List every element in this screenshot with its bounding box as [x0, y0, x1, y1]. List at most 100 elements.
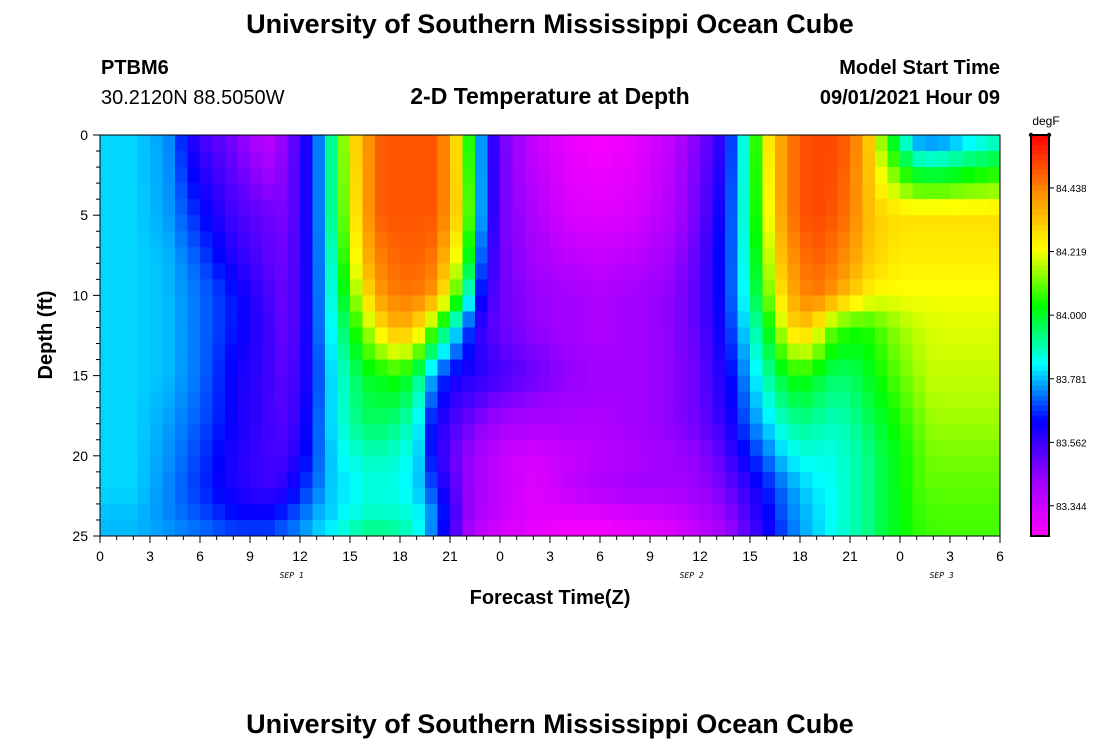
heatmap-cell [837, 263, 851, 280]
heatmap-cell [750, 231, 764, 248]
heatmap-cell [562, 407, 576, 425]
heatmap-cell [287, 327, 301, 345]
heatmap-cell [475, 391, 489, 409]
heatmap-cell [900, 231, 914, 248]
heatmap-cell [300, 327, 314, 345]
heatmap-cell [212, 487, 226, 505]
heatmap-cell [212, 183, 226, 200]
heatmap-cell [575, 183, 589, 200]
heatmap-cell [425, 183, 439, 200]
heatmap-cell [525, 183, 539, 200]
heatmap-cell [900, 327, 914, 345]
heatmap-cell [887, 471, 901, 489]
heatmap-cell [837, 327, 851, 345]
heatmap-cell [725, 407, 739, 425]
heatmap-cell [537, 295, 551, 313]
heatmap-cell [912, 327, 926, 345]
heatmap-cell [612, 391, 626, 409]
heatmap-cell [900, 439, 914, 457]
heatmap-cell [425, 215, 439, 232]
heatmap-cell [337, 167, 351, 184]
heatmap-cell [337, 295, 351, 313]
heatmap-cell [162, 487, 176, 505]
heatmap-cell [337, 359, 351, 377]
heatmap-cell [900, 183, 914, 200]
heatmap-cell [450, 151, 464, 168]
heatmap-cell [387, 215, 401, 232]
heatmap-cell [100, 487, 114, 505]
colorbar-segment [1031, 475, 1049, 482]
heatmap-cell [787, 455, 801, 473]
heatmap-cell [525, 455, 539, 473]
heatmap-cell [962, 359, 976, 377]
heatmap-cell [487, 407, 501, 425]
heatmap-cell [137, 375, 151, 393]
heatmap-cell [700, 135, 714, 152]
heatmap-cell [200, 407, 214, 425]
heatmap-cell [487, 439, 501, 457]
heatmap-cell [275, 503, 289, 521]
heatmap-cell [700, 439, 714, 457]
heatmap-cell [187, 167, 201, 184]
heatmap-cell [400, 183, 414, 200]
heatmap-cell [475, 167, 489, 184]
heatmap-cell [950, 423, 964, 441]
heatmap-cell [925, 455, 939, 473]
heatmap-cell [850, 311, 864, 329]
x-tick-label: 15 [742, 548, 758, 564]
heatmap-cell [387, 167, 401, 184]
heatmap-cell [725, 135, 739, 152]
heatmap-cell [100, 279, 114, 296]
heatmap-cell [687, 183, 701, 200]
heatmap-cell [425, 135, 439, 152]
heatmap-cell [475, 279, 489, 296]
colorbar-segment [1031, 525, 1049, 532]
heatmap-cell [512, 375, 526, 393]
heatmap-cell [437, 375, 451, 393]
heatmap-cell [975, 135, 989, 152]
heatmap-cell [600, 519, 614, 536]
colorbar-segment [1031, 515, 1049, 522]
heatmap-cell [862, 327, 876, 345]
heatmap-cell [312, 471, 326, 489]
heatmap-cell [850, 503, 864, 521]
heatmap-cell [312, 487, 326, 505]
heatmap-cell [650, 247, 664, 264]
heatmap-cell [100, 471, 114, 489]
x-tick-label: 3 [946, 548, 954, 564]
heatmap-cell [412, 199, 426, 216]
heatmap-cell [725, 151, 739, 168]
heatmap-cell [387, 231, 401, 248]
heatmap-cell [500, 343, 514, 361]
heatmap-cell [150, 247, 164, 264]
heatmap-cell [637, 487, 651, 505]
heatmap-cell [150, 359, 164, 377]
heatmap-cell [887, 295, 901, 313]
heatmap-cell [512, 503, 526, 521]
heatmap-cell [900, 199, 914, 216]
heatmap-cell [175, 375, 189, 393]
heatmap-cell [925, 135, 939, 152]
heatmap-cell [287, 455, 301, 473]
heatmap-cell [612, 359, 626, 377]
heatmap-cell [962, 343, 976, 361]
colorbar-segment [1031, 195, 1049, 201]
heatmap-cell [775, 423, 789, 441]
heatmap-cell [512, 407, 526, 425]
heatmap-cell [500, 423, 514, 441]
heatmap-cell [300, 183, 314, 200]
heatmap-cell [812, 167, 826, 184]
heatmap-cell [362, 215, 376, 232]
heatmap-cell [262, 455, 276, 473]
heatmap-cell [862, 263, 876, 280]
heatmap-cell [612, 455, 626, 473]
heatmap-cell [450, 215, 464, 232]
heatmap-cell [925, 263, 939, 280]
heatmap-cell [737, 439, 751, 457]
colorbar-segment [1031, 395, 1049, 402]
heatmap-cell [625, 295, 639, 313]
heatmap-cell [475, 471, 489, 489]
heatmap-cell [525, 135, 539, 152]
heatmap-cell [837, 487, 851, 505]
y-tick-label: 5 [80, 207, 88, 223]
